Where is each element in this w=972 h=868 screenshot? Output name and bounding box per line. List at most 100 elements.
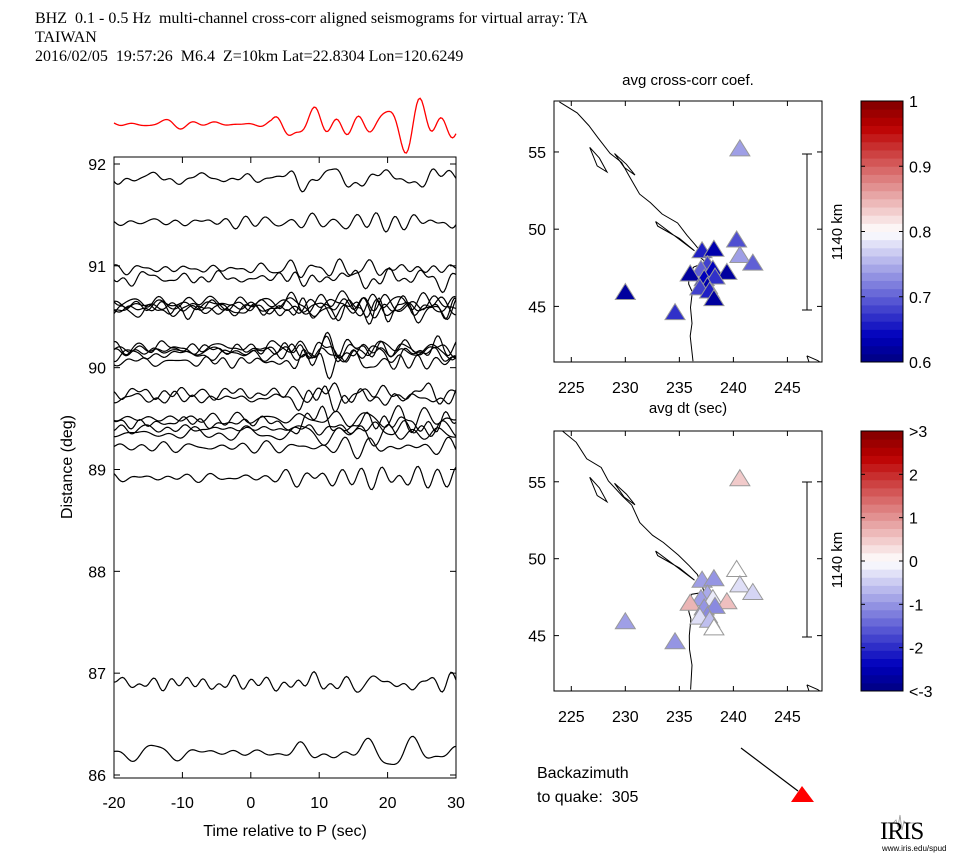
backazimuth-label: Backazimuth xyxy=(537,765,629,782)
seismogram-trace xyxy=(114,735,456,766)
y-axis-label: Distance (deg) xyxy=(59,415,76,519)
map-y-tick-label: 45 xyxy=(528,299,546,316)
colorbar-swatch xyxy=(861,601,903,611)
colorbar-tick-label: 2 xyxy=(909,467,918,484)
colorbar-swatch xyxy=(861,682,903,692)
colorbar-swatch xyxy=(861,487,903,497)
colorbar-tick-label: -1 xyxy=(909,597,923,614)
seismogram-trace xyxy=(114,267,456,294)
seismogram-trace xyxy=(114,212,456,233)
colorbar-swatch xyxy=(861,247,903,257)
colorbar-swatch xyxy=(861,231,903,241)
station-triangle-icon xyxy=(741,582,764,601)
colorbar-swatch xyxy=(861,239,903,249)
map2-stations xyxy=(614,468,764,650)
map1-ticks: 225 230 235 240 245 45 50 55 xyxy=(528,101,822,397)
island-outline xyxy=(655,221,695,252)
backazimuth-indicator xyxy=(740,747,814,802)
map-y-tick-label: 55 xyxy=(528,145,546,162)
seismogram-trace xyxy=(114,405,456,434)
colorbar-swatch xyxy=(861,674,903,684)
colorbar-swatch xyxy=(861,650,903,659)
map-y-tick-label: 50 xyxy=(528,552,546,569)
seismogram-trace xyxy=(114,258,456,279)
seismogram-trace xyxy=(114,345,456,370)
island-outline xyxy=(806,684,821,691)
colorbar-tick-label: 1 xyxy=(909,94,918,111)
station-triangle-icon xyxy=(679,593,702,611)
colorbar-swatch xyxy=(861,561,903,570)
map1-frame xyxy=(553,100,823,363)
colorbar-tick-label: 0.9 xyxy=(909,159,931,176)
colorbar-swatch xyxy=(861,479,903,489)
station-triangle-icon xyxy=(703,239,725,257)
colorbar-tick-label: 1 xyxy=(909,511,918,528)
y-tick-label: 88 xyxy=(88,564,106,581)
map2-frame xyxy=(553,430,823,692)
seismogram-trace xyxy=(114,294,456,319)
seismogram-trace xyxy=(114,168,456,193)
station-triangle-icon xyxy=(704,267,726,285)
station-triangle-icon xyxy=(664,631,686,650)
colorbar-tick-label: -2 xyxy=(909,641,923,658)
colorbar-swatch xyxy=(861,528,903,538)
colorbar-swatch xyxy=(861,439,903,448)
colorbar-swatch xyxy=(861,569,903,578)
colorbar-swatch xyxy=(861,658,903,668)
station-triangle-icon xyxy=(725,559,748,577)
seismogram-trace xyxy=(114,465,456,491)
seismogram-trace xyxy=(114,424,456,447)
colorbar-tick-label: 0 xyxy=(909,554,918,571)
colorbar-swatch xyxy=(861,321,903,330)
island-outline xyxy=(614,153,636,176)
colorbar-swatch xyxy=(861,353,903,363)
colorbar-swatch xyxy=(861,634,903,643)
iris-logo: IRIS xyxy=(880,818,924,845)
seismogram-trace xyxy=(114,298,456,321)
seismogram-trace xyxy=(114,385,456,413)
colorbar-swatch xyxy=(861,190,903,200)
map-cross-corr-panel: avg cross-corr coef. 225 230 235 240 245 45 50… xyxy=(528,72,931,397)
colorbar-swatch xyxy=(861,215,903,224)
iris-logo-seismogram-icon xyxy=(883,814,918,831)
station-triangle-icon xyxy=(716,591,738,610)
title-event-info: 2016/02/05 19:57:26 M6.4 Z=10km Lat=22.8… xyxy=(35,48,464,65)
title-region: TAIWAN xyxy=(35,29,97,46)
colorbar-swatch xyxy=(861,666,903,676)
seismogram-trace xyxy=(114,293,456,314)
colorbar-swatch xyxy=(861,471,903,481)
colorbar-tick-label: 0.8 xyxy=(909,225,931,242)
colorbar-swatch xyxy=(861,463,903,473)
colorbar-swatch xyxy=(861,109,903,118)
station-triangle-icon xyxy=(664,302,686,321)
island-outline xyxy=(589,476,609,504)
backazimuth-marker-icon xyxy=(791,786,814,802)
colorbar-swatch xyxy=(861,345,903,355)
colorbar-swatch xyxy=(861,447,903,456)
station-triangle-icon xyxy=(703,288,725,307)
seismogram-frame xyxy=(113,156,457,779)
colorbar-swatch xyxy=(861,125,903,135)
seismogram-trace xyxy=(114,405,456,435)
seismogram-traces xyxy=(114,168,456,766)
y-tick-label: 91 xyxy=(88,259,106,276)
station-triangle-icon xyxy=(716,262,738,280)
colorbar-swatch xyxy=(861,504,903,513)
map-x-tick-label: 245 xyxy=(774,380,801,397)
seismogram-trace xyxy=(114,335,456,363)
island-outline xyxy=(614,482,636,506)
map-x-tick-label: 230 xyxy=(612,380,639,397)
colorbar-swatch xyxy=(861,264,903,273)
map1-coastline xyxy=(559,101,821,362)
map2-scale-label: 1140 km xyxy=(829,532,846,588)
island-outline xyxy=(806,355,821,362)
colorbar-swatch xyxy=(861,593,903,603)
colorbar-swatch xyxy=(861,536,903,546)
y-tick-label: 86 xyxy=(88,768,106,785)
map1-scale-bar: 1140 km xyxy=(802,153,846,311)
colorbar-swatch xyxy=(861,133,903,143)
map-x-tick-label: 240 xyxy=(720,709,747,726)
station-triangle-icon xyxy=(614,611,637,630)
colorbar-swatch xyxy=(861,337,903,347)
